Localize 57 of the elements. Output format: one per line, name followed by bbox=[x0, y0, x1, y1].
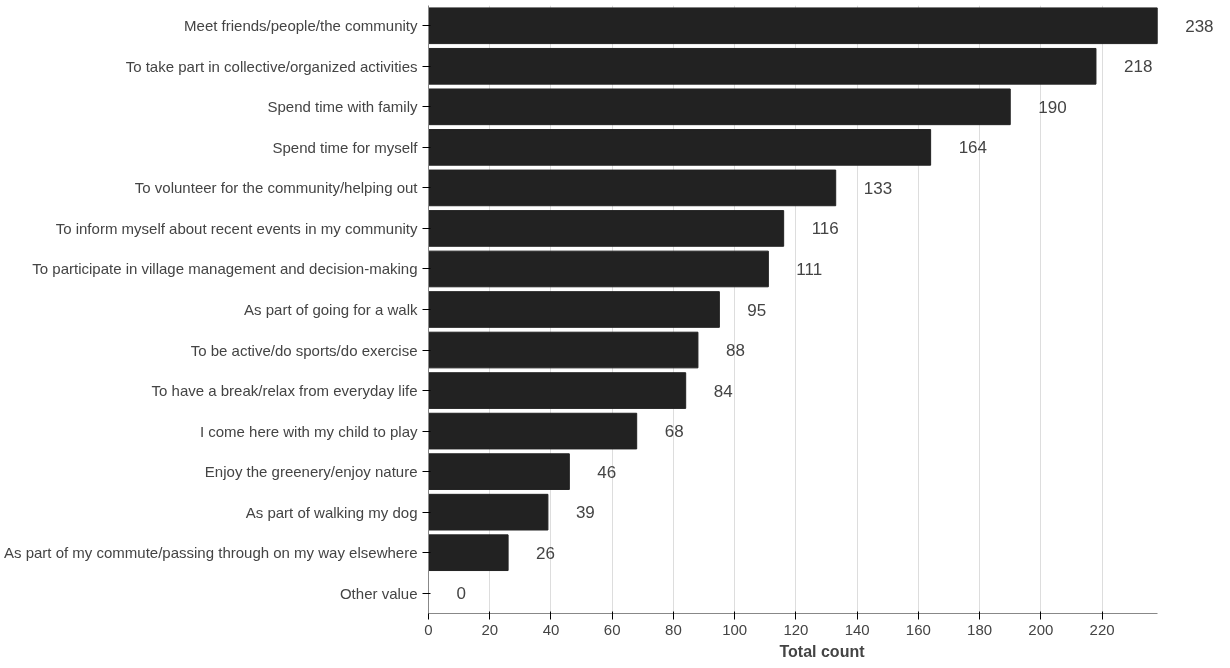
y-tick-label: Enjoy the greenery/enjoy nature bbox=[204, 463, 418, 481]
x-tick-label: 100 bbox=[722, 620, 748, 638]
x-tick-label: 20 bbox=[481, 620, 499, 638]
bar bbox=[428, 412, 638, 450]
data-label: 111 bbox=[796, 259, 823, 279]
x-tick-label: 180 bbox=[967, 620, 993, 638]
bar bbox=[428, 129, 932, 166]
bar bbox=[428, 7, 1158, 45]
bar bbox=[428, 493, 549, 531]
bar bbox=[428, 291, 720, 328]
x-tick-label: 160 bbox=[905, 620, 931, 638]
bar bbox=[428, 169, 837, 207]
data-label: 116 bbox=[811, 219, 839, 239]
x-tick-label: 220 bbox=[1089, 620, 1115, 638]
y-tick-label: Spend time for myself bbox=[272, 138, 419, 156]
bar bbox=[428, 534, 509, 572]
x-tick-label: 120 bbox=[783, 620, 809, 638]
y-tick-label: To be active/do sports/do exercise bbox=[190, 341, 418, 359]
x-tick-label: 200 bbox=[1028, 620, 1054, 638]
y-tick-label: I come here with my child to play bbox=[199, 422, 418, 440]
x-tick-label: 40 bbox=[542, 620, 560, 638]
y-tick-label: To volunteer for the community/helping out bbox=[134, 179, 419, 197]
x-tick-label: 140 bbox=[844, 620, 870, 638]
data-label: 39 bbox=[575, 503, 595, 523]
data-label: 84 bbox=[713, 381, 733, 401]
bar bbox=[428, 47, 1097, 85]
data-label: 68 bbox=[664, 422, 684, 442]
y-tick-label: To have a break/relax from everyday life bbox=[151, 382, 418, 400]
bar bbox=[428, 210, 785, 247]
bar bbox=[428, 250, 769, 288]
data-label: 164 bbox=[958, 138, 988, 158]
y-tick-label: To inform myself about recent events in my community bbox=[55, 219, 418, 237]
x-axis-title: Total count bbox=[779, 642, 866, 660]
data-label: 88 bbox=[725, 341, 745, 361]
bar bbox=[428, 88, 1011, 126]
data-label: 0 bbox=[456, 584, 466, 604]
y-tick-label: To take part in collective/organized activities bbox=[125, 57, 418, 75]
y-tick-label: Other value bbox=[339, 584, 418, 602]
data-label: 46 bbox=[597, 462, 617, 482]
data-label: 218 bbox=[1123, 57, 1153, 77]
bar bbox=[428, 331, 699, 369]
data-label: 190 bbox=[1038, 97, 1067, 117]
data-label: 26 bbox=[536, 543, 556, 563]
y-tick-label: As part of going for a walk bbox=[244, 301, 418, 318]
x-tick-label: 0 bbox=[424, 620, 433, 638]
x-tick-label: 80 bbox=[665, 620, 682, 638]
y-tick-label: Spend time with family bbox=[267, 98, 418, 116]
y-tick-label: As part of walking my dog bbox=[245, 503, 418, 521]
data-label: 133 bbox=[863, 178, 893, 198]
y-tick-label: As part of my commute/passing through on my way elsewhere bbox=[3, 544, 418, 562]
bar bbox=[428, 372, 687, 409]
y-tick-label: To participate in village management and decision-making bbox=[32, 260, 418, 278]
y-tick-label: Meet friends/people/the community bbox=[184, 17, 418, 35]
data-label: 238 bbox=[1185, 16, 1214, 36]
data-label: 95 bbox=[747, 300, 767, 320]
x-tick-label: 60 bbox=[603, 620, 621, 638]
bar bbox=[428, 453, 570, 490]
